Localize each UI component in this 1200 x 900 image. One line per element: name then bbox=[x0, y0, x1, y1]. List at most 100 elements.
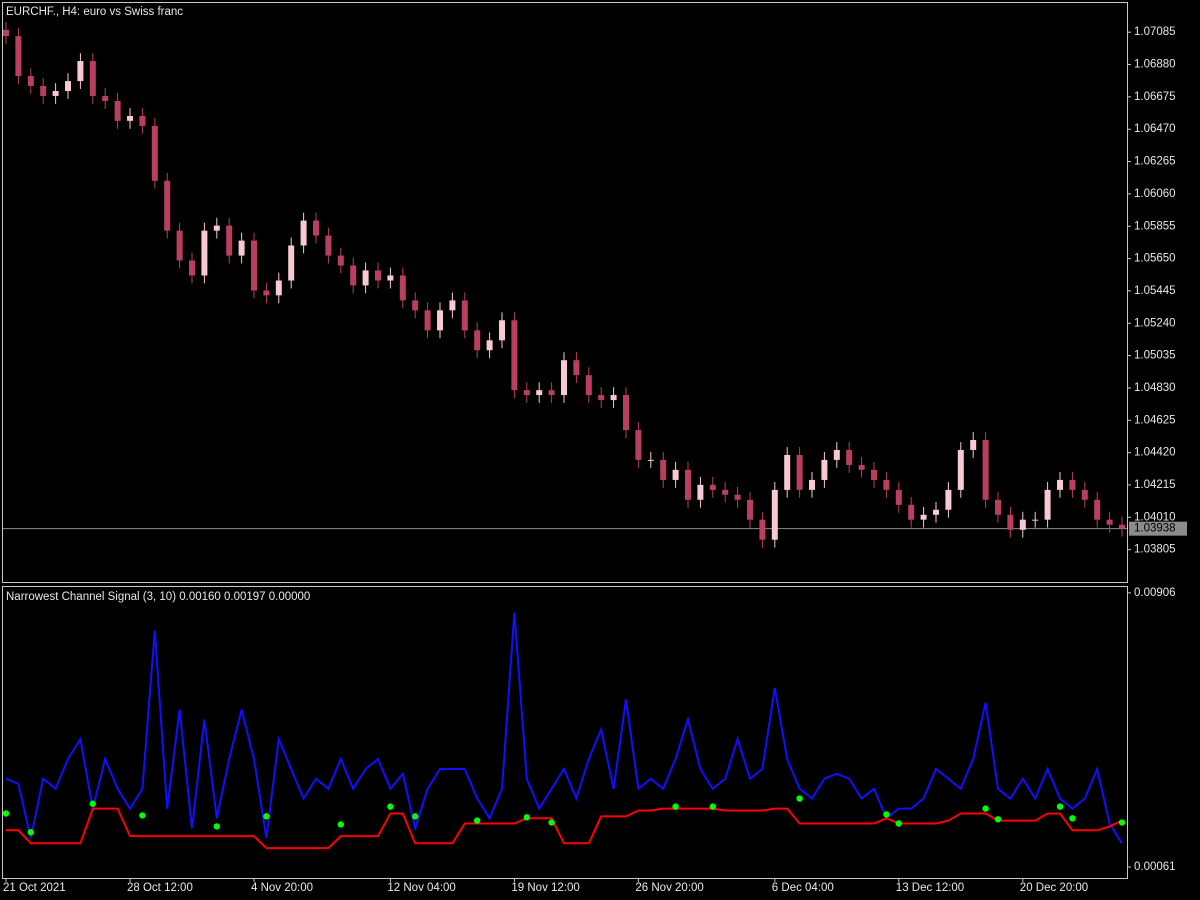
candle-body bbox=[213, 225, 220, 231]
y-tick-label: 1.04830 bbox=[1134, 382, 1176, 394]
signal-dot bbox=[213, 823, 220, 830]
candle-body bbox=[610, 395, 617, 401]
candle-body bbox=[536, 390, 543, 396]
candle-body bbox=[176, 230, 183, 261]
candle-body bbox=[189, 260, 195, 276]
candle-body bbox=[920, 514, 927, 520]
candle-body bbox=[350, 265, 357, 286]
signal-dot bbox=[883, 811, 890, 818]
candle-body bbox=[672, 469, 679, 480]
y-tick-label: 1.05035 bbox=[1134, 350, 1176, 362]
x-tick-label: 20 Dec 20:00 bbox=[1020, 882, 1088, 894]
candle-body bbox=[1007, 514, 1014, 530]
candle-body bbox=[1044, 489, 1051, 520]
signal-dot bbox=[895, 820, 902, 827]
last-price-label: 1.03938 bbox=[1134, 523, 1176, 535]
y-tick-label: 1.04625 bbox=[1134, 414, 1176, 426]
y-tick-label: 0.00906 bbox=[1134, 587, 1176, 599]
signal-dot bbox=[982, 805, 989, 812]
candle-body bbox=[3, 29, 9, 37]
x-tick-label: 19 Nov 12:00 bbox=[511, 882, 579, 894]
candle-body bbox=[635, 430, 642, 460]
candle-body bbox=[201, 230, 208, 276]
signal-dot bbox=[263, 813, 270, 820]
signal-dot bbox=[994, 816, 1002, 823]
signal-dot bbox=[2, 810, 10, 817]
signal-dot bbox=[27, 829, 34, 836]
candle-body bbox=[1069, 479, 1076, 490]
signal-dot bbox=[89, 800, 97, 807]
candle-body bbox=[895, 489, 902, 505]
candle-body bbox=[127, 115, 133, 121]
candle-body bbox=[995, 499, 1001, 515]
y-tick-label: 1.04420 bbox=[1134, 447, 1176, 459]
candle-body bbox=[709, 484, 716, 490]
candle-body bbox=[970, 440, 977, 450]
candle-body bbox=[102, 95, 109, 101]
candle-body bbox=[251, 240, 257, 291]
candle-body bbox=[697, 484, 704, 500]
candle-body bbox=[585, 375, 592, 396]
candle-body bbox=[561, 360, 567, 396]
candle-body bbox=[846, 449, 853, 465]
y-tick-label: 1.06880 bbox=[1134, 59, 1176, 71]
candle-body bbox=[1057, 479, 1063, 490]
candle-body bbox=[685, 469, 691, 500]
indicator-panel-frame bbox=[2, 586, 1128, 879]
y-tick-label: 1.04215 bbox=[1134, 479, 1176, 491]
candle-body bbox=[747, 499, 753, 520]
y-tick-label: 1.05650 bbox=[1134, 253, 1176, 265]
candle-body bbox=[784, 454, 791, 490]
y-tick-label: 1.05445 bbox=[1134, 285, 1176, 297]
candle-body bbox=[300, 220, 307, 246]
candle-body bbox=[1094, 499, 1101, 520]
candle-body bbox=[1032, 519, 1039, 521]
y-tick-label: 1.06470 bbox=[1134, 123, 1176, 135]
y-tick-label: 1.06060 bbox=[1134, 188, 1176, 200]
candle-body bbox=[660, 459, 667, 480]
candle-body bbox=[833, 449, 840, 460]
candle-body bbox=[722, 489, 729, 495]
candle-body bbox=[449, 300, 456, 311]
candle-body bbox=[288, 245, 295, 281]
candle-body bbox=[362, 270, 369, 286]
candle-body bbox=[238, 240, 245, 256]
candle-body bbox=[523, 390, 530, 396]
signal-dot bbox=[709, 803, 716, 810]
signal-dot bbox=[139, 812, 146, 819]
y-tick-label: 1.04010 bbox=[1134, 511, 1176, 523]
y-tick-label: 0.00061 bbox=[1134, 861, 1176, 873]
candle-body bbox=[957, 449, 964, 490]
signal-dot bbox=[672, 803, 679, 810]
x-tick-label: 21 Oct 2021 bbox=[3, 882, 66, 894]
candle-body bbox=[883, 479, 890, 490]
candle-body bbox=[1081, 489, 1088, 500]
x-tick-label: 13 Dec 12:00 bbox=[896, 882, 964, 894]
candle-body bbox=[908, 504, 915, 520]
candle-body bbox=[275, 280, 282, 296]
indicator-line bbox=[6, 807, 1123, 850]
candle-body bbox=[387, 275, 394, 281]
candle-body bbox=[15, 36, 22, 77]
candle-body bbox=[623, 395, 629, 431]
candle-body bbox=[151, 125, 158, 181]
candle-body bbox=[424, 310, 431, 331]
candle-body bbox=[65, 81, 71, 92]
candle-body bbox=[573, 360, 580, 376]
candle-body bbox=[27, 76, 34, 86]
candle-body bbox=[598, 395, 605, 401]
candle-body bbox=[871, 469, 877, 480]
candle-body bbox=[548, 390, 555, 396]
candle-body bbox=[399, 275, 406, 301]
candle-body bbox=[226, 225, 233, 256]
signal-dot bbox=[796, 795, 803, 802]
candle-body bbox=[486, 340, 493, 351]
candle-body bbox=[809, 479, 815, 490]
candle-body bbox=[1119, 524, 1125, 529]
candle-body bbox=[337, 255, 344, 266]
candle-body bbox=[759, 519, 766, 540]
y-tick-label: 1.03805 bbox=[1134, 544, 1176, 556]
y-tick-label: 1.05240 bbox=[1134, 317, 1176, 329]
candle-body bbox=[263, 290, 270, 296]
